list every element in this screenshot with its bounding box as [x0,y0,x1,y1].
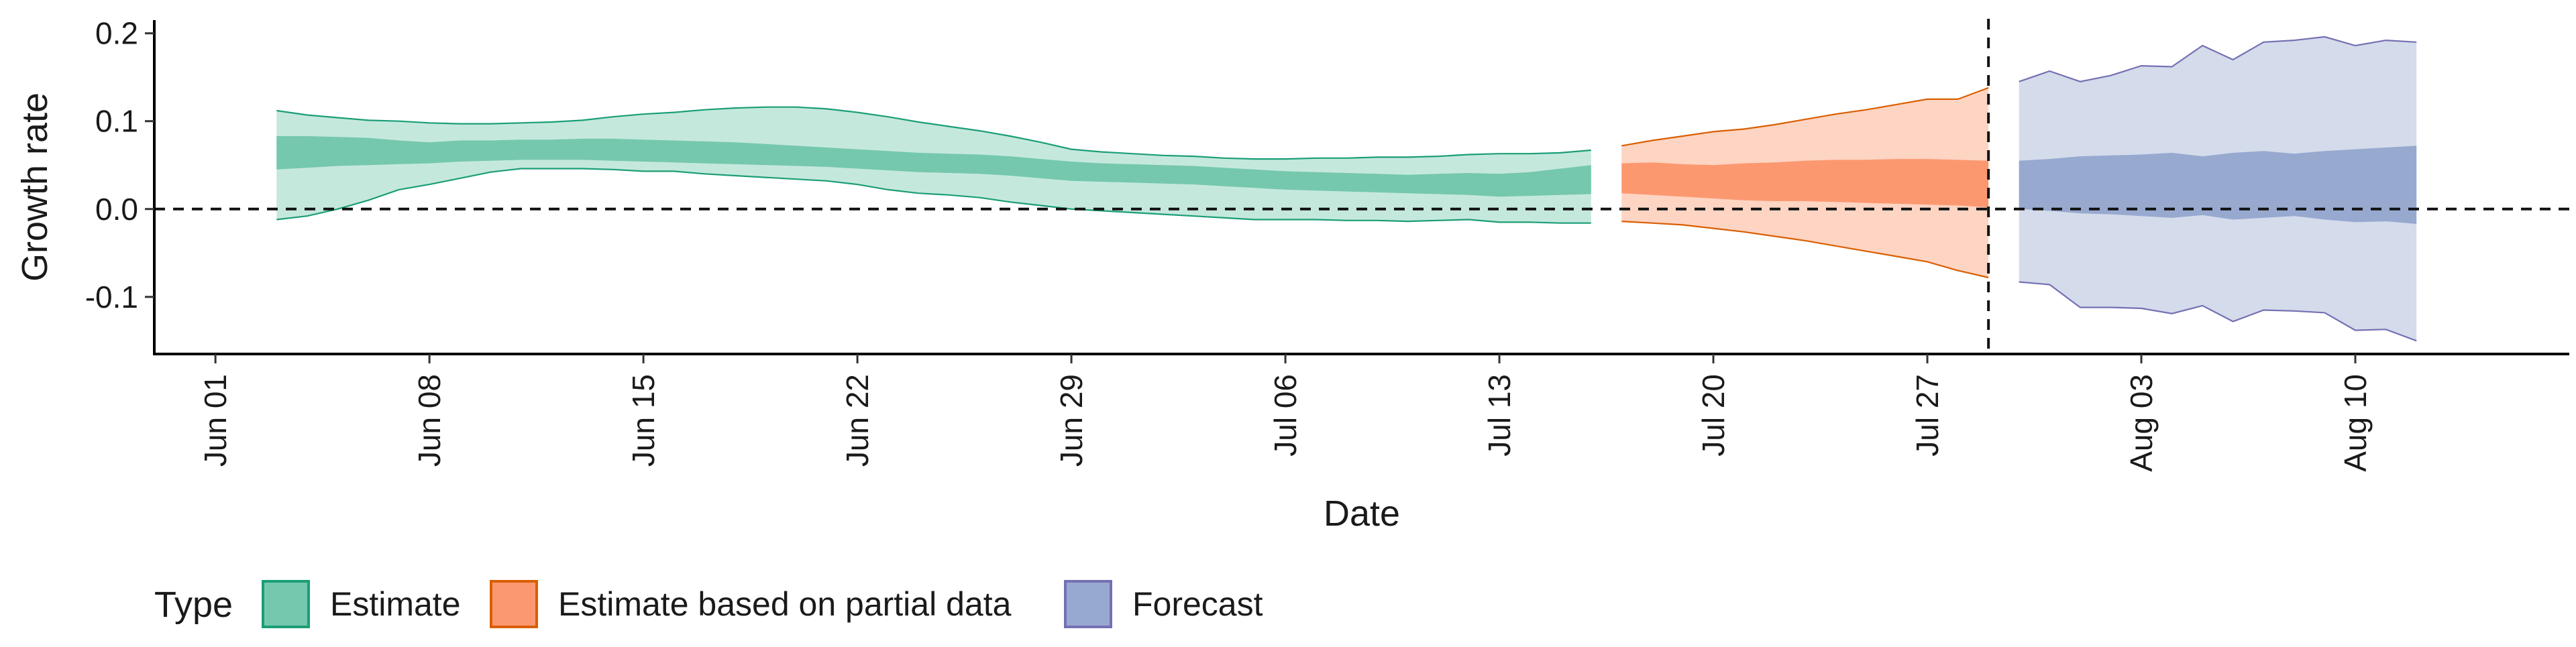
band-lower-edge-1 [1621,221,1989,279]
band-50-0 [276,136,1591,197]
legend-key-0 [262,580,310,628]
x-tick-label: Jul 06 [1268,374,1303,457]
x-tick-label: Jul 27 [1910,374,1945,457]
y-tick-label: -0.1 [85,280,138,314]
reference-line-layer [154,19,2569,354]
band-layer [276,36,2417,342]
axes-layer: 0.2 0.1 0.0 -0.1 Jun 01 Jun 08 Jun 15 Jun 22 Jun… [85,16,2569,472]
legend: Type Estimate Estimate based on partial d… [154,580,1263,628]
y-tick-label: 0.0 [95,192,138,227]
band-lower-edge-0 [276,168,1591,224]
x-tick-label: Jul 13 [1482,374,1517,457]
x-tick-label: Jul 20 [1696,374,1731,457]
legend-title: Type [154,585,233,625]
y-axis-title: Growth rate [15,93,55,282]
series-2 [2019,36,2417,342]
band-50-1 [1621,159,1989,208]
x-tick-label: Aug 03 [2124,374,2159,472]
x-tick-label: Jun 08 [412,374,447,467]
x-tick-label: Aug 10 [2338,374,2373,472]
band-lower-edge-2 [2019,281,2417,342]
x-tick-label: Jun 22 [840,374,875,467]
y-tick-label: 0.2 [95,16,138,51]
band-upper-edge-2 [2019,36,2417,82]
legend-key-2 [1064,580,1112,628]
legend-label-1: Estimate based on partial data [558,585,1012,623]
legend-key-1 [490,580,538,628]
series-0 [276,106,1591,224]
series-1 [1621,86,1989,279]
y-tick-label: 0.1 [95,104,138,139]
x-axis-title: Date [1324,493,1400,534]
band-50-2 [2019,145,2417,224]
legend-label-2: Forecast [1132,585,1263,623]
x-tick-label: Jun 01 [198,374,233,467]
x-tick-label: Jun 29 [1054,374,1089,467]
band-upper-edge-1 [1621,86,1989,147]
band-upper-edge-0 [276,106,1591,160]
x-tick-label: Jun 15 [626,374,661,467]
legend-label-0: Estimate [330,585,461,623]
